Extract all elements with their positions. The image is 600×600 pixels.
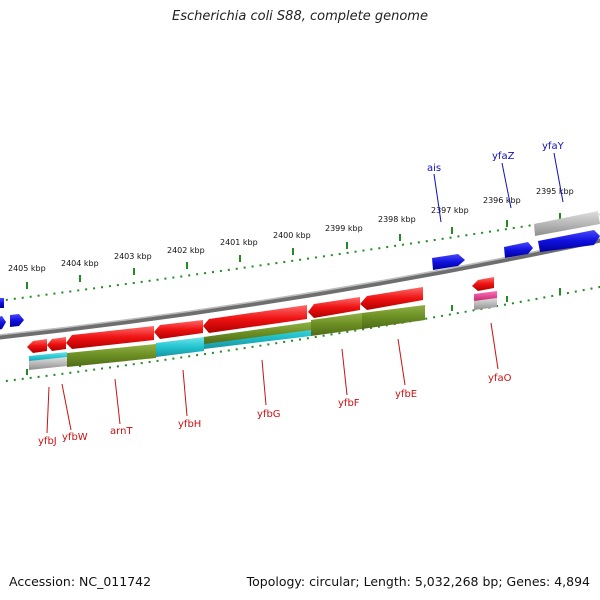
top-scale-line — [0, 213, 600, 302]
gene-arrow-yfbF[interactable] — [308, 297, 360, 318]
gene-arrow-yfbJ[interactable] — [27, 339, 47, 353]
gene-arrow-yfbH[interactable] — [154, 320, 203, 339]
forward-strand-genes — [0, 230, 600, 330]
gene-arrow-ais[interactable] — [432, 254, 465, 270]
gene-label-yfbF: yfbF — [338, 398, 360, 409]
gene-label-yfbW: yfbW — [62, 432, 88, 443]
forward-callouts — [433, 152, 564, 223]
scale-label-2405: 2405 kbp — [8, 264, 46, 273]
gene-label-yfbE: yfbE — [395, 389, 417, 400]
scale-label-2399: 2399 kbp — [325, 224, 363, 233]
bottom-scale-line — [0, 285, 600, 383]
scale-label-2400: 2400 kbp — [273, 231, 311, 240]
scale-label-2402: 2402 kbp — [167, 246, 205, 255]
gene-arrow-yfbW[interactable] — [47, 337, 66, 351]
top-major-ticks — [26, 213, 561, 289]
scale-label-2404: 2404 kbp — [61, 259, 99, 268]
cds-feature-bands — [29, 291, 497, 370]
gene-label-yfbJ: yfbJ — [38, 436, 57, 447]
accession-text: Accession: NC_011742 — [9, 574, 152, 589]
gene-label-ais: ais — [427, 163, 441, 174]
cds-band-yfbG-olive — [204, 322, 311, 344]
cds-band-yfbJ — [29, 357, 67, 370]
gene-arrow-arnT[interactable] — [66, 326, 154, 349]
cds-band-arnT — [67, 344, 156, 367]
cds-band-yfbH — [156, 337, 204, 357]
gene-arrow-yfaY[interactable] — [538, 230, 600, 252]
gene-edge-left[interactable] — [0, 298, 4, 308]
reverse-callouts — [46, 322, 499, 434]
scale-label-2403: 2403 kbp — [114, 252, 152, 261]
gene-arrow-yfbG[interactable] — [203, 305, 307, 333]
gene-arrow-yfaO[interactable] — [472, 277, 494, 291]
scale-label-2398: 2398 kbp — [378, 215, 416, 224]
gene-label-yfaZ: yfaZ — [492, 151, 515, 162]
gene-label-yfbH: yfbH — [178, 419, 201, 430]
gene-arrow-left-2[interactable] — [0, 316, 6, 330]
cds-band-yfbE — [362, 305, 425, 329]
gene-label-yfbG: yfbG — [257, 409, 281, 420]
gene-arrow-left-1[interactable] — [10, 314, 24, 327]
gene-label-yfaY: yfaY — [542, 141, 565, 152]
gray-feature-top — [534, 211, 600, 236]
reverse-strand-genes — [27, 277, 494, 353]
gene-arrow-yfaZ[interactable] — [504, 242, 533, 258]
scale-label-2401: 2401 kbp — [220, 238, 258, 247]
cds-band-yfaO-gray — [474, 298, 497, 310]
topology-summary-text: Topology: circular; Length: 5,032,268 bp… — [246, 574, 590, 589]
gene-arrow-yfbE[interactable] — [360, 287, 423, 310]
scale-label-2395: 2395 kbp — [536, 187, 574, 196]
gene-label-yfaO: yfaO — [488, 373, 512, 384]
genome-backbone — [0, 237, 600, 340]
scale-label-2397: 2397 kbp — [431, 206, 469, 215]
cds-band-yfbF — [311, 313, 362, 336]
scale-label-2396: 2396 kbp — [483, 196, 521, 205]
gene-label-arnT: arnT — [110, 426, 133, 437]
map-title: Escherichia coli S88, complete genome — [172, 9, 428, 24]
